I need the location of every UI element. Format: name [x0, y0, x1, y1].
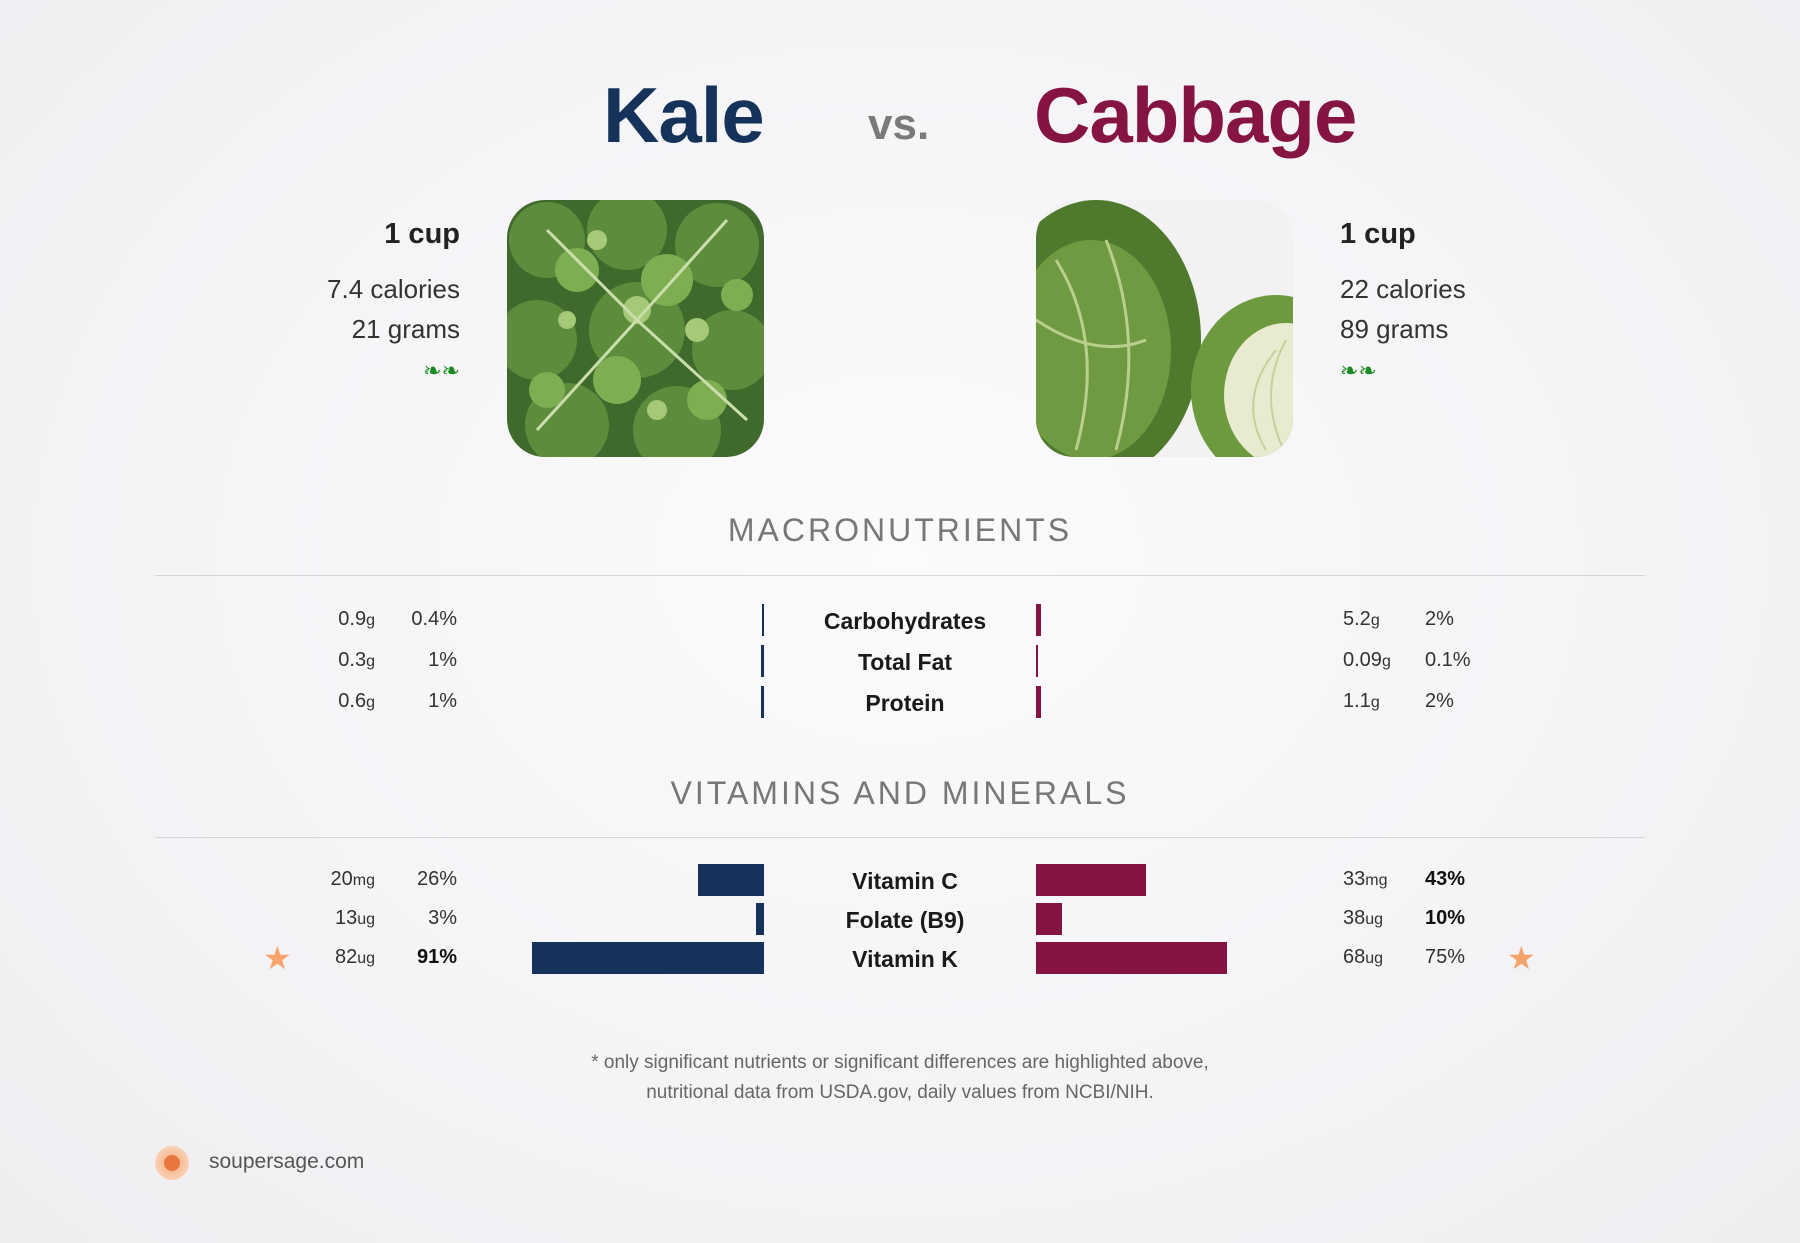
vit-label-0: Vitamin C: [852, 868, 958, 894]
vit-cabbage-bar-0: [1036, 864, 1146, 896]
kale-photo: [507, 200, 764, 457]
footnote-line-1: * only significant nutrients or signific…: [591, 1052, 1209, 1073]
brand-logo-icon: [155, 1146, 189, 1180]
macro-cabbage-amount-2: 1.1g: [1343, 690, 1380, 712]
macro-cabbage-percent-0: 2%: [1425, 608, 1454, 630]
vit-kale-bar-1: [756, 903, 764, 935]
vit-cabbage-bar-1: [1036, 903, 1062, 935]
macro-kale-bar-0: [762, 604, 764, 636]
macro-kale-amount-1: 0.3g: [338, 649, 375, 671]
footnote-line-2: nutritional data from USDA.gov, daily va…: [646, 1082, 1154, 1103]
vit-cabbage-amount-2: 68ug: [1343, 946, 1384, 968]
vit-kale-percent-1: 3%: [428, 907, 457, 929]
macro-kale-percent-2: 1%: [428, 690, 457, 712]
vit-cabbage-percent-2: 75%: [1425, 946, 1466, 968]
vit-cabbage-star-icon-2: ★: [1507, 940, 1536, 976]
vs-label: vs.: [868, 100, 930, 149]
brand-link[interactable]: soupersage.com: [209, 1150, 365, 1173]
macro-cabbage-percent-2: 2%: [1425, 690, 1454, 712]
right-grams: 89 grams: [1340, 314, 1449, 344]
vit-kale-amount-2: 82ug: [334, 946, 375, 968]
left-calories: 7.4 calories: [327, 274, 460, 304]
vit-kale-bar-0: [697, 864, 764, 896]
vitamins-title: VITAMINS AND MINERALS: [670, 775, 1130, 811]
macro-label-0: Carbohydrates: [823, 608, 987, 634]
macro-cabbage-bar-0: [1036, 604, 1042, 636]
vit-label-1: Folate (B9): [845, 907, 965, 933]
left-food-title: Kale: [603, 71, 765, 159]
vit-kale-bar-2: [531, 942, 764, 974]
vit-kale-amount-1: 13ug: [334, 907, 375, 929]
vit-kale-percent-2: 91%: [416, 946, 457, 968]
macro-cabbage-bar-2: [1036, 686, 1042, 718]
macro-label-2: Protein: [865, 690, 945, 716]
macro-cabbage-amount-1: 0.09g: [1343, 649, 1391, 671]
macro-cabbage-percent-1: 0.1%: [1425, 649, 1471, 671]
vit-label-2: Vitamin K: [852, 946, 958, 972]
macro-cabbage-amount-0: 5.2g: [1343, 608, 1380, 630]
right-serving: 1 cup: [1340, 218, 1416, 250]
vit-cabbage-amount-0: 33mg: [1343, 868, 1388, 890]
footnote: * only significant nutrients or signific…: [0, 1048, 1800, 1108]
left-serving: 1 cup: [384, 218, 460, 250]
right-vegan-icon: ❧❧: [1340, 358, 1377, 383]
vitamins-divider: [155, 837, 1645, 838]
vit-kale-percent-0: 26%: [416, 868, 457, 890]
macro-cabbage-bar-1: [1036, 645, 1038, 677]
left-vegan-icon: ❧❧: [423, 358, 460, 383]
macro-kale-bar-2: [761, 686, 764, 718]
vit-cabbage-amount-1: 38ug: [1343, 907, 1384, 929]
macro-kale-percent-0: 0.4%: [411, 608, 457, 630]
vit-cabbage-bar-2: [1036, 942, 1228, 974]
vit-cabbage-percent-0: 43%: [1425, 868, 1466, 890]
vit-kale-star-icon-2: ★: [263, 940, 292, 976]
macro-kale-amount-2: 0.6g: [338, 690, 375, 712]
left-grams: 21 grams: [351, 314, 460, 344]
cabbage-photo: [1036, 200, 1293, 457]
macronutrients-title: MACRONUTRIENTS: [727, 512, 1073, 548]
vit-cabbage-percent-1: 10%: [1425, 907, 1466, 929]
right-food-title: Cabbage: [1034, 71, 1357, 159]
macro-label-1: Total Fat: [857, 649, 953, 675]
right-calories: 22 calories: [1340, 274, 1466, 304]
vit-kale-amount-0: 20mg: [330, 868, 375, 890]
macro-kale-amount-0: 0.9g: [338, 608, 375, 630]
macro-kale-percent-1: 1%: [428, 649, 457, 671]
macro-kale-bar-1: [761, 645, 764, 677]
macronutrients-divider: [155, 575, 1645, 576]
